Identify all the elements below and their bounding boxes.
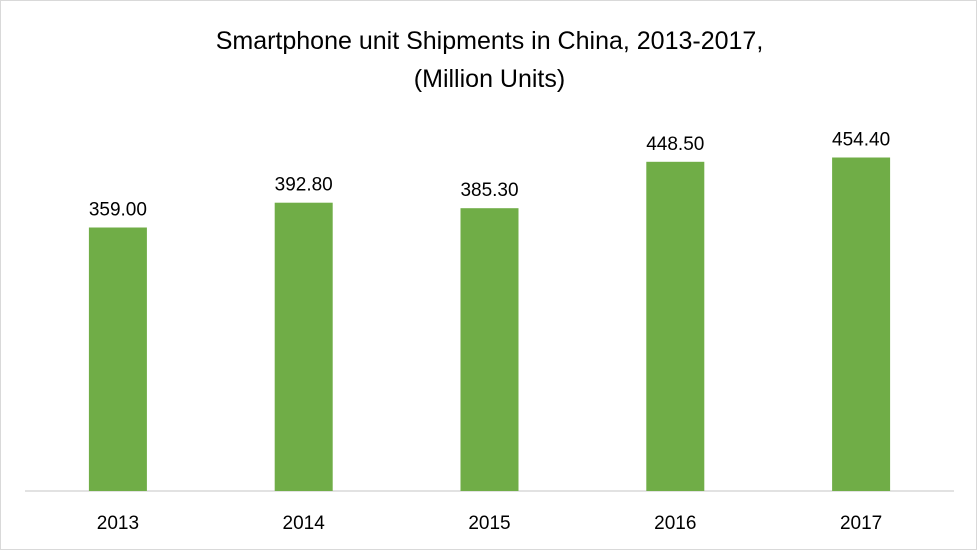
bar-2015 xyxy=(460,208,519,491)
bar-2016 xyxy=(646,161,705,492)
bar-2017 xyxy=(832,157,891,491)
x-tick-label-2013: 2013 xyxy=(97,513,139,534)
bar-2014 xyxy=(274,202,333,491)
data-label-2014: 392.80 xyxy=(275,175,333,196)
chart-subtitle: (Million Units) xyxy=(413,65,566,93)
data-label-2016: 448.50 xyxy=(646,134,704,155)
data-label-2017: 454.40 xyxy=(832,130,890,151)
chart-title: Smartphone unit Shipments in China, 2013… xyxy=(215,27,764,55)
x-tick-label-2015: 2015 xyxy=(468,513,510,534)
x-tick-label-2017: 2017 xyxy=(840,513,882,534)
bar-2013 xyxy=(88,227,147,491)
data-label-2015: 385.30 xyxy=(460,180,518,201)
data-label-2013: 359.00 xyxy=(89,200,147,221)
x-tick-label-2016: 2016 xyxy=(654,513,696,534)
x-tick-label-2014: 2014 xyxy=(283,513,326,534)
